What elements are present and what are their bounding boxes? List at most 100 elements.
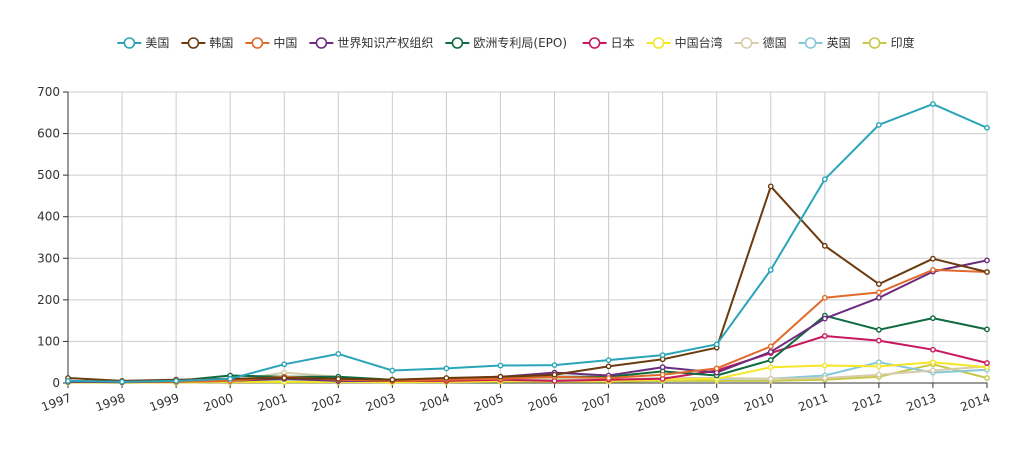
- series-line: [67, 185, 988, 382]
- data-point[interactable]: [875, 121, 882, 128]
- legend-item[interactable]: 世界知识产权组织: [309, 36, 433, 50]
- data-point[interactable]: [281, 361, 288, 368]
- data-point[interactable]: [930, 367, 936, 374]
- data-point[interactable]: [821, 242, 828, 249]
- legend-item[interactable]: 美国: [117, 36, 169, 50]
- data-point[interactable]: [984, 360, 990, 366]
- data-point[interactable]: [605, 375, 612, 381]
- series-line: [67, 103, 988, 383]
- x-tick-label: 2012: [850, 391, 883, 415]
- x-tick-label: 2002: [310, 391, 343, 415]
- data-point[interactable]: [659, 371, 666, 378]
- data-point[interactable]: [930, 255, 936, 262]
- data-point[interactable]: [821, 294, 828, 301]
- data-point[interactable]: [930, 359, 936, 366]
- legend-label: 中国台湾: [675, 35, 723, 50]
- legend-item[interactable]: 印度: [862, 35, 915, 50]
- legend-label: 韩国: [209, 35, 233, 50]
- y-tick-label: 400: [37, 210, 60, 224]
- x-tick-label: 2001: [256, 391, 289, 415]
- legend-label: 欧洲专利局(EPO): [473, 35, 567, 50]
- data-point[interactable]: [875, 294, 882, 301]
- y-tick-label: 500: [37, 168, 60, 182]
- data-point[interactable]: [335, 375, 342, 382]
- chart-legend: 美国 韩国 中国 世界知识产权组织 欧洲专利局(EPO) 日本 中国台湾 德国 英国 印度: [117, 35, 915, 50]
- legend-item[interactable]: 欧洲专利局(EPO): [445, 35, 567, 50]
- data-point[interactable]: [821, 176, 828, 183]
- data-point[interactable]: [173, 378, 180, 384]
- y-tick-label: 100: [37, 334, 60, 348]
- data-point[interactable]: [713, 341, 720, 348]
- data-point[interactable]: [713, 365, 720, 372]
- data-point[interactable]: [335, 350, 342, 357]
- series-1: [65, 183, 990, 384]
- data-point[interactable]: [551, 371, 558, 378]
- legend-circle-icon: [123, 37, 136, 49]
- legend-item[interactable]: 英国: [798, 36, 851, 50]
- series-0: [65, 101, 990, 385]
- data-point[interactable]: [930, 267, 936, 273]
- data-point[interactable]: [281, 375, 288, 381]
- x-tick-label: 2013: [904, 391, 937, 415]
- data-point[interactable]: [497, 373, 504, 380]
- legend-circle-icon: [868, 37, 881, 49]
- data-point[interactable]: [821, 333, 828, 339]
- legend-circle-icon: [187, 37, 200, 49]
- x-tick-label: 2010: [742, 391, 775, 415]
- data-point[interactable]: [930, 315, 936, 322]
- data-point[interactable]: [930, 101, 936, 107]
- data-point[interactable]: [551, 362, 558, 369]
- data-point[interactable]: [875, 363, 882, 370]
- data-point[interactable]: [930, 346, 936, 353]
- data-point[interactable]: [984, 326, 990, 333]
- data-point[interactable]: [119, 378, 125, 385]
- data-point[interactable]: [65, 378, 71, 384]
- legend-item[interactable]: 中国台湾: [646, 35, 723, 50]
- x-tick-label: 2005: [472, 391, 505, 415]
- legend-item[interactable]: 韩国: [181, 35, 233, 50]
- data-point[interactable]: [984, 257, 990, 264]
- legend-circle-icon: [588, 37, 601, 49]
- legend-item[interactable]: 中国: [245, 35, 297, 50]
- data-point[interactable]: [767, 348, 774, 355]
- data-point[interactable]: [659, 364, 666, 371]
- legend-label: 日本: [611, 36, 635, 50]
- data-point[interactable]: [821, 375, 828, 381]
- data-point[interactable]: [767, 357, 774, 364]
- data-point[interactable]: [767, 267, 774, 273]
- legend-label: 中国: [273, 35, 297, 50]
- data-point[interactable]: [984, 124, 990, 131]
- legend-circle-icon: [740, 37, 753, 49]
- data-point[interactable]: [821, 315, 828, 322]
- y-tick-label: 200: [37, 293, 60, 307]
- legend-item[interactable]: 日本: [582, 36, 635, 50]
- data-point[interactable]: [984, 269, 990, 275]
- data-point[interactable]: [389, 367, 396, 374]
- data-point[interactable]: [497, 362, 504, 369]
- data-point[interactable]: [443, 375, 450, 381]
- data-point[interactable]: [821, 362, 828, 369]
- data-point[interactable]: [767, 343, 774, 350]
- data-point[interactable]: [875, 371, 882, 378]
- data-point[interactable]: [875, 281, 882, 287]
- legend-label: 德国: [763, 35, 787, 50]
- data-point[interactable]: [767, 375, 774, 382]
- data-point[interactable]: [984, 375, 990, 381]
- data-point[interactable]: [875, 326, 882, 333]
- data-point[interactable]: [659, 352, 666, 359]
- data-point[interactable]: [605, 363, 612, 370]
- legend-item[interactable]: 德国: [734, 35, 787, 50]
- y-tick-label: 0: [52, 376, 60, 390]
- data-point[interactable]: [389, 376, 396, 383]
- y-tick-label: 300: [37, 251, 60, 265]
- data-point[interactable]: [875, 289, 882, 296]
- x-tick-label: 2009: [688, 391, 721, 415]
- data-point[interactable]: [605, 357, 612, 364]
- series-line: [67, 268, 988, 383]
- data-point[interactable]: [443, 365, 450, 372]
- data-point[interactable]: [875, 337, 882, 344]
- data-point[interactable]: [767, 364, 774, 371]
- data-point[interactable]: [227, 375, 234, 382]
- legend-label: 英国: [827, 36, 851, 50]
- data-point[interactable]: [767, 183, 774, 190]
